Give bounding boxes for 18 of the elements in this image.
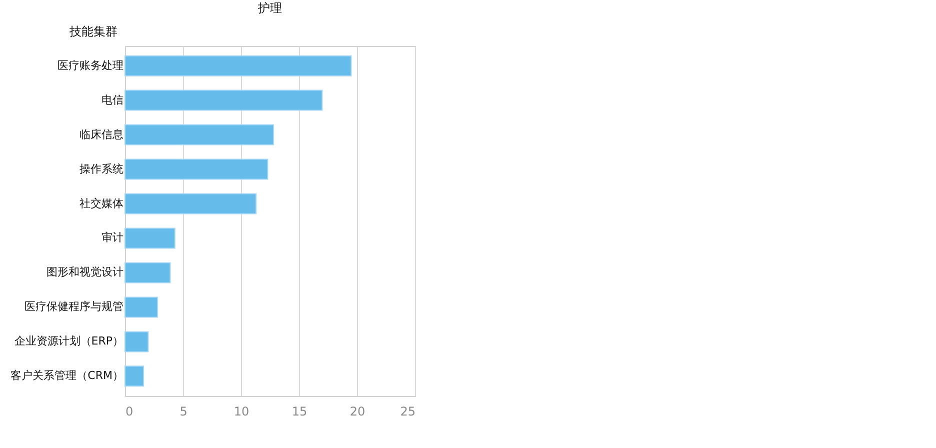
x-tick-label: 5 <box>180 404 188 418</box>
y-tick-label: 客户关系管理（CRM） <box>10 369 124 382</box>
x-tick-label: 25 <box>400 404 416 418</box>
chart-title: 护理 <box>257 1 282 15</box>
y-tick-label: 企业资源计划（ERP） <box>14 334 124 348</box>
y-tick-label: 操作系统 <box>80 162 124 176</box>
x-tick-label: 15 <box>292 404 308 418</box>
y-tick-label: 医疗保健程序与规管 <box>24 300 124 314</box>
y-tick-label: 电信 <box>102 93 124 106</box>
y-tick-label: 临床信息 <box>80 128 124 141</box>
y-tick-label: 社交媒体 <box>80 196 124 210</box>
x-tick-label: 20 <box>350 404 366 418</box>
x-tick-label: 0 <box>126 404 134 418</box>
y-tick-label: 审计 <box>102 231 124 244</box>
y-axis-title: 技能集群 <box>68 24 118 38</box>
y-tick-label: 图形和视觉设计 <box>46 266 124 279</box>
y-tick-label: 医疗账务处理 <box>58 58 124 72</box>
x-tick-label: 10 <box>234 404 250 418</box>
